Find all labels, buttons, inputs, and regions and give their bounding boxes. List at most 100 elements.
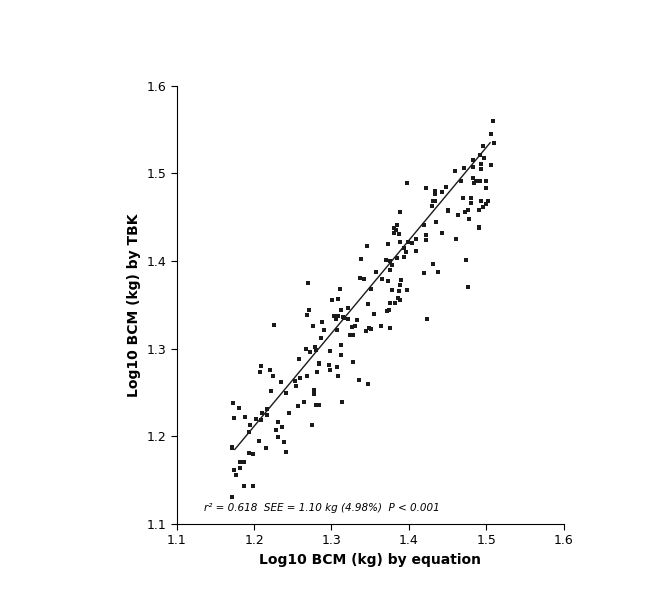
Point — [300, 344, 311, 353]
Point — [332, 295, 343, 304]
Point — [410, 234, 421, 244]
Point — [348, 331, 359, 340]
Point — [430, 217, 441, 227]
Point — [460, 207, 470, 217]
Point — [388, 224, 399, 233]
Point — [466, 194, 476, 203]
Point — [331, 326, 342, 335]
Point — [386, 285, 397, 295]
Point — [430, 197, 441, 206]
Point — [488, 138, 499, 147]
Point — [338, 312, 348, 321]
Point — [364, 324, 374, 333]
Point — [440, 182, 451, 192]
Point — [377, 274, 388, 284]
Point — [401, 247, 412, 257]
Point — [328, 312, 339, 321]
X-axis label: Log10 BCM (kg) by equation: Log10 BCM (kg) by equation — [259, 553, 481, 567]
Point — [478, 141, 488, 150]
Point — [239, 457, 249, 466]
Point — [478, 202, 488, 211]
Point — [342, 303, 353, 313]
Point — [233, 403, 244, 413]
Point — [366, 284, 376, 294]
Point — [468, 173, 478, 183]
Y-axis label: Log10 BCM (kg) by TBK: Log10 BCM (kg) by TBK — [127, 213, 141, 397]
Point — [307, 321, 318, 331]
Point — [387, 260, 398, 269]
Point — [395, 280, 406, 289]
Point — [456, 176, 466, 185]
Point — [369, 310, 380, 319]
Point — [476, 197, 486, 206]
Point — [483, 197, 494, 206]
Point — [261, 410, 272, 420]
Point — [347, 322, 358, 332]
Point — [407, 238, 418, 247]
Point — [331, 314, 342, 324]
Point — [227, 442, 238, 452]
Point — [462, 282, 473, 291]
Point — [350, 321, 360, 331]
Point — [389, 229, 400, 238]
Point — [474, 150, 485, 159]
Point — [279, 437, 289, 447]
Point — [243, 427, 254, 436]
Point — [410, 246, 421, 256]
Point — [256, 408, 267, 417]
Point — [348, 357, 358, 366]
Point — [313, 359, 324, 369]
Point — [272, 417, 283, 427]
Point — [480, 184, 491, 193]
Point — [376, 321, 387, 330]
Point — [343, 314, 354, 323]
Point — [226, 444, 237, 453]
Point — [390, 226, 401, 235]
Point — [462, 205, 473, 214]
Point — [355, 274, 366, 283]
Point — [427, 201, 438, 210]
Point — [336, 305, 346, 314]
Point — [380, 255, 391, 265]
Point — [396, 275, 407, 285]
Point — [272, 432, 283, 442]
Point — [245, 420, 255, 429]
Point — [392, 253, 402, 262]
Point — [337, 398, 348, 407]
Point — [338, 314, 349, 323]
Point — [382, 306, 393, 316]
Point — [309, 385, 319, 395]
Point — [238, 481, 249, 491]
Point — [476, 165, 486, 174]
Point — [385, 265, 396, 275]
Point — [319, 326, 329, 335]
Point — [254, 368, 265, 377]
Point — [399, 253, 410, 262]
Point — [335, 285, 346, 294]
Point — [310, 346, 321, 355]
Point — [481, 177, 492, 186]
Point — [488, 117, 498, 126]
Point — [261, 443, 272, 453]
Point — [430, 190, 440, 200]
Point — [461, 256, 472, 265]
Point — [474, 205, 485, 215]
Point — [324, 360, 335, 369]
Point — [305, 347, 315, 356]
Point — [313, 358, 324, 368]
Point — [359, 275, 370, 284]
Point — [433, 268, 444, 277]
Point — [283, 408, 294, 418]
Point — [392, 221, 402, 230]
Point — [266, 386, 277, 395]
Point — [421, 235, 432, 244]
Point — [352, 316, 363, 325]
Point — [362, 242, 372, 251]
Point — [450, 166, 461, 176]
Text: r² = 0.618  SEE = 1.10 kg (4.98%)  P < 0.001: r² = 0.618 SEE = 1.10 kg (4.98%) P < 0.0… — [204, 503, 440, 513]
Point — [294, 355, 305, 364]
Point — [366, 324, 377, 333]
Point — [247, 449, 258, 459]
Point — [384, 298, 395, 308]
Point — [436, 229, 447, 238]
